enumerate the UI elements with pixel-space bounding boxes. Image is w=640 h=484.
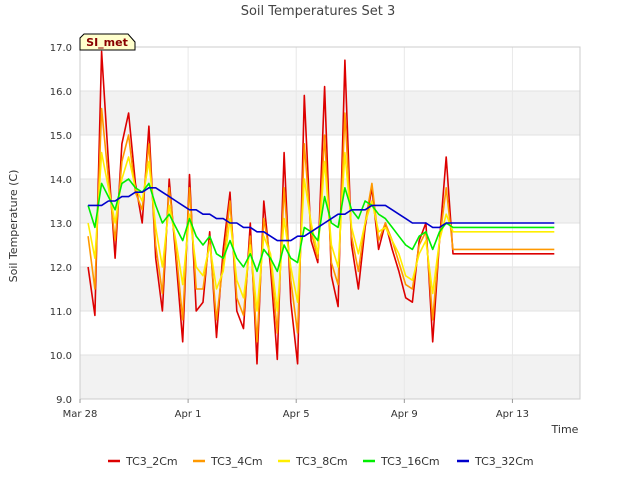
plot-area-border xyxy=(79,46,581,400)
y-tick-label: 14.0 xyxy=(50,175,72,186)
x-tick-label: Mar 28 xyxy=(63,409,98,420)
legend-label: TC3_16Cm xyxy=(380,455,440,468)
y-tick-label: 11.0 xyxy=(50,307,72,318)
site-badge-label: SI_met xyxy=(86,36,128,49)
legend-label: TC3_2Cm xyxy=(125,455,178,468)
legend: TC3_2Cm TC3_4Cm TC3_8Cm TC3_16Cm TC3_32Cm xyxy=(108,455,534,468)
y-tick-label: 15.0 xyxy=(50,131,72,142)
x-tick-label: Apr 5 xyxy=(283,409,310,420)
x-axis-label: Time xyxy=(551,423,579,436)
x-tick-label: Apr 1 xyxy=(175,409,202,420)
plot-bands xyxy=(80,91,580,399)
series-line-tc3-8cm xyxy=(87,151,555,312)
legend-label: TC3_4Cm xyxy=(210,455,263,468)
legend-item: TC3_16Cm xyxy=(363,455,440,468)
x-tick-label: Apr 9 xyxy=(391,409,418,420)
legend-item: TC3_2Cm xyxy=(108,455,178,468)
y-axis-ticks: 9.0 10.0 11.0 12.0 13.0 14.0 15.0 16.0 17.0 xyxy=(50,43,72,406)
series-line-tc3-16cm xyxy=(87,178,555,273)
chart-title: Soil Temperatures Set 3 xyxy=(241,4,396,19)
plot-band xyxy=(80,91,580,135)
site-badge: SI_met xyxy=(79,33,136,51)
legend-item: TC3_32Cm xyxy=(457,455,534,468)
y-axis-label: Soil Temperature (C) xyxy=(7,170,20,283)
y-tick-label: 13.0 xyxy=(50,219,72,230)
x-tick-label: Apr 13 xyxy=(496,409,529,420)
legend-label: TC3_8Cm xyxy=(295,455,348,468)
y-tick-label: 16.0 xyxy=(50,87,72,98)
y-tick-label: 12.0 xyxy=(50,263,72,274)
legend-item: TC3_4Cm xyxy=(193,455,263,468)
legend-label: TC3_32Cm xyxy=(474,455,534,468)
x-axis-ticks: Mar 28 Apr 1 Apr 5 Apr 9 Apr 13 xyxy=(63,399,529,420)
legend-item: TC3_8Cm xyxy=(278,455,348,468)
series-line-tc3-32cm xyxy=(88,187,555,242)
plot-band xyxy=(80,267,580,311)
y-tick-label: 10.0 xyxy=(50,351,72,362)
y-tick-label: 17.0 xyxy=(50,43,72,54)
y-tick-label: 9.0 xyxy=(56,395,72,406)
site-badge-shape xyxy=(79,33,136,51)
series-lines xyxy=(87,50,555,365)
plot-band xyxy=(80,355,580,399)
